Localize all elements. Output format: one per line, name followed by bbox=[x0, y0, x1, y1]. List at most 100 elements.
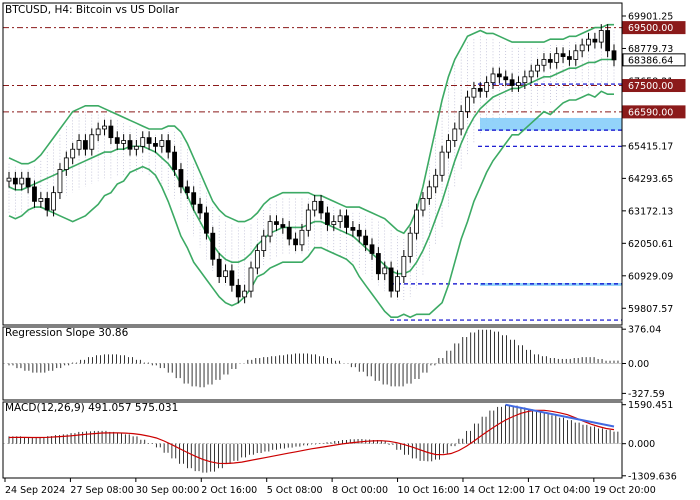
candle-body bbox=[178, 169, 184, 188]
y-tick-label: -1309.636 bbox=[628, 471, 677, 482]
candle-body bbox=[299, 229, 305, 246]
y-tick-label: 0.000 bbox=[628, 439, 655, 450]
candle-body bbox=[490, 73, 496, 84]
x-tick-label: 27 Sep 08:00 bbox=[70, 485, 133, 496]
candle-body bbox=[32, 186, 37, 202]
candle-body bbox=[191, 192, 197, 205]
candle-body bbox=[223, 270, 228, 278]
x-tick-label: 10 Oct 16:00 bbox=[398, 485, 460, 496]
price-tag-box bbox=[622, 21, 686, 35]
panel-border bbox=[2, 401, 623, 479]
candle-body bbox=[25, 177, 31, 188]
candle-body bbox=[38, 198, 44, 202]
candle-body bbox=[471, 88, 477, 98]
macd-trendline bbox=[505, 403, 615, 428]
candle-body bbox=[337, 215, 343, 223]
x-tick-label: 14 Oct 12:00 bbox=[463, 485, 525, 496]
x-tick-label: 19 Oct 20:00 bbox=[594, 485, 656, 496]
x-tick-label: 2 Oct 16:00 bbox=[201, 485, 257, 496]
candle-body bbox=[605, 30, 611, 52]
candle-body bbox=[248, 267, 254, 292]
candle-body bbox=[229, 270, 235, 286]
y-tick-label: -327.59 bbox=[628, 389, 665, 400]
candle-body bbox=[216, 258, 222, 278]
candle-body bbox=[554, 53, 560, 63]
candle-body bbox=[210, 232, 216, 260]
candle-body bbox=[6, 177, 12, 182]
y-tick-label: 59807.57 bbox=[628, 304, 673, 315]
price-tag-label: 69500.00 bbox=[628, 23, 673, 34]
candle-body bbox=[407, 232, 413, 257]
candle-body bbox=[516, 82, 521, 86]
candle-body bbox=[51, 192, 56, 211]
candle-body bbox=[63, 157, 69, 170]
panel-border bbox=[2, 2, 623, 326]
y-tick-label: 64293.65 bbox=[628, 174, 673, 185]
candle-body bbox=[484, 82, 490, 92]
candle-body bbox=[242, 290, 248, 298]
candle-body bbox=[528, 70, 534, 78]
candle-body bbox=[369, 244, 375, 254]
candle-body bbox=[140, 137, 146, 147]
y-tick-label: 376.04 bbox=[628, 325, 661, 336]
candle-body bbox=[522, 76, 528, 84]
candle-body bbox=[235, 284, 241, 298]
macd-signal-line bbox=[8, 409, 615, 465]
candle-body bbox=[121, 140, 127, 144]
candle-body bbox=[446, 140, 451, 153]
x-tick-label: 5 Oct 08:00 bbox=[267, 485, 323, 496]
candle-body bbox=[197, 203, 203, 214]
price-tag-box bbox=[622, 53, 686, 67]
candle-body bbox=[95, 128, 101, 136]
candle-body bbox=[382, 267, 388, 275]
candle-body bbox=[261, 235, 267, 251]
candle-body bbox=[70, 148, 76, 159]
candle-body bbox=[318, 200, 324, 214]
candle-body bbox=[89, 134, 95, 150]
candle-body bbox=[503, 76, 509, 81]
candle-body bbox=[146, 137, 152, 144]
candle-body bbox=[541, 59, 547, 66]
candle-body bbox=[280, 224, 286, 228]
candle-body bbox=[586, 38, 591, 46]
chart-title: BTCUSD, H4: Bitcoin vs US Dollar bbox=[5, 4, 180, 16]
candle-body bbox=[286, 227, 292, 240]
candle-body bbox=[395, 276, 400, 292]
candle-body bbox=[172, 151, 177, 170]
candle-body bbox=[439, 151, 445, 176]
bollinger-lower-band bbox=[8, 90, 614, 319]
demand-zone bbox=[480, 117, 622, 131]
candle-body bbox=[598, 30, 604, 43]
price-tag-label: 66590.00 bbox=[628, 107, 673, 118]
candle-body bbox=[465, 96, 470, 112]
candle-body bbox=[375, 253, 381, 275]
y-tick-label: 1590.451 bbox=[628, 400, 673, 411]
candle-body bbox=[458, 111, 464, 130]
main-price-panel bbox=[3, 23, 622, 321]
candle-body bbox=[509, 79, 515, 86]
candle-body bbox=[102, 125, 107, 130]
y-tick-label: 65415.17 bbox=[628, 141, 673, 152]
candle-body bbox=[567, 56, 572, 60]
candle-body bbox=[611, 50, 617, 61]
candle-body bbox=[267, 221, 273, 237]
candle-body bbox=[356, 229, 362, 237]
candle-body bbox=[477, 88, 483, 92]
candle-body bbox=[165, 140, 171, 153]
x-tick-label: 30 Sep 00:00 bbox=[136, 485, 199, 496]
candle-body bbox=[452, 128, 458, 141]
candle-body bbox=[57, 169, 63, 194]
y-tick-label: 68779.73 bbox=[628, 44, 673, 55]
x-tick-label: 17 Oct 04:00 bbox=[528, 485, 590, 496]
candle-body bbox=[127, 140, 133, 150]
price-tag-box bbox=[622, 79, 686, 93]
candle-body bbox=[579, 44, 585, 52]
candle-body bbox=[108, 125, 114, 139]
candle-body bbox=[344, 215, 349, 228]
x-tick-label: 8 Oct 00:00 bbox=[332, 485, 388, 496]
candle-body bbox=[414, 209, 419, 234]
candle-body bbox=[254, 250, 260, 269]
candle-body bbox=[159, 140, 165, 147]
regression-slope-label: Regression Slope 30.86 bbox=[5, 327, 129, 339]
